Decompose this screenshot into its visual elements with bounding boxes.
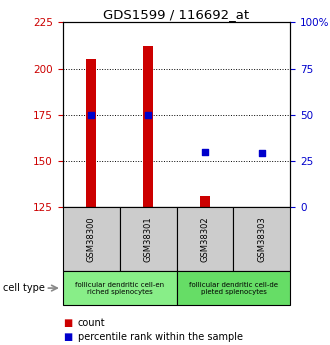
Bar — [143, 47, 153, 207]
Text: GSM38302: GSM38302 — [201, 216, 210, 262]
Bar — [177, 271, 290, 305]
Bar — [177, 207, 234, 271]
Text: GSM38303: GSM38303 — [257, 216, 266, 262]
Text: GSM38300: GSM38300 — [87, 216, 96, 262]
Text: follicular dendritic cell-de
pleted splenocytes: follicular dendritic cell-de pleted sple… — [189, 282, 278, 295]
Point — [88, 112, 94, 117]
Bar — [233, 207, 290, 271]
Bar — [200, 196, 210, 207]
Point — [202, 149, 208, 155]
Text: ■: ■ — [63, 333, 72, 342]
Text: cell type: cell type — [3, 283, 45, 293]
Point — [146, 112, 151, 117]
Bar — [86, 59, 96, 207]
Text: GSM38301: GSM38301 — [144, 216, 152, 262]
Text: percentile rank within the sample: percentile rank within the sample — [78, 333, 243, 342]
Bar — [63, 207, 119, 271]
Bar — [257, 207, 267, 209]
Point — [259, 151, 265, 156]
Text: follicular dendritic cell-en
riched splenocytes: follicular dendritic cell-en riched sple… — [75, 282, 164, 295]
Bar — [63, 271, 177, 305]
Text: ■: ■ — [63, 318, 72, 327]
Bar — [119, 207, 177, 271]
Text: count: count — [78, 318, 105, 327]
Title: GDS1599 / 116692_at: GDS1599 / 116692_at — [104, 8, 249, 21]
